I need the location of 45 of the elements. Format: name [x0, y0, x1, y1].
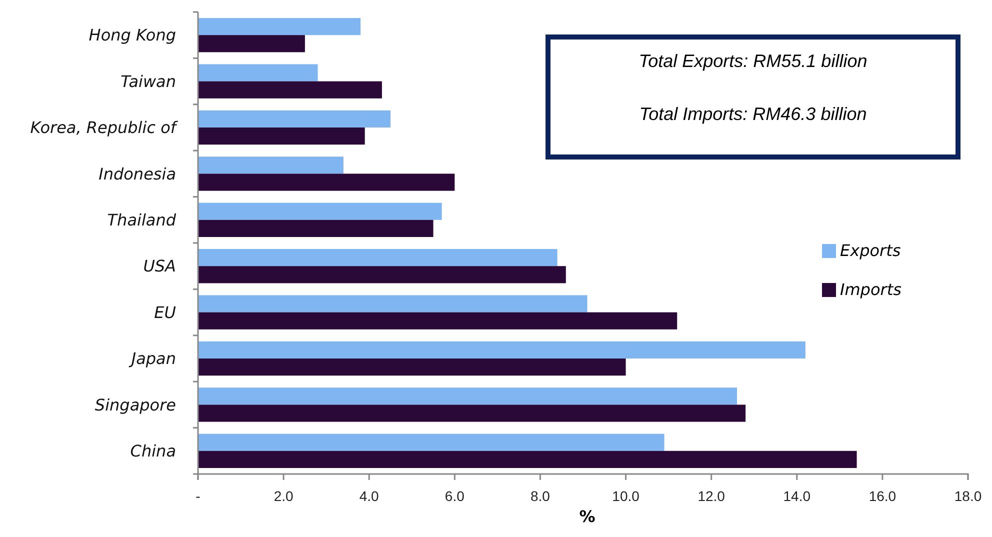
- bar: [198, 434, 664, 451]
- y-tick-label: Thailand: [107, 210, 177, 230]
- x-tick-label: 4.0: [359, 488, 380, 504]
- x-axis-title: %: [579, 507, 596, 526]
- bar: [198, 35, 305, 52]
- y-tick-label: Taiwan: [120, 72, 176, 91]
- y-tick-label: Japan: [128, 349, 176, 368]
- legend-label: Exports: [840, 241, 901, 260]
- y-tick-label: EU: [154, 302, 176, 322]
- bar: [198, 202, 442, 220]
- x-tick-label: -: [196, 488, 201, 504]
- bar: [198, 249, 558, 266]
- bar: [198, 312, 678, 330]
- x-tick-label: 6.0: [444, 488, 465, 504]
- x-tick-label: 10.0: [612, 488, 640, 504]
- legend-label: Imports: [840, 280, 902, 299]
- bar: [198, 341, 806, 358]
- y-tick-label: USA: [143, 256, 176, 276]
- x-tick-label: 8.0: [530, 488, 550, 504]
- y-tick-label: Indonesia: [98, 164, 176, 184]
- annotation: Total Imports: RM46.3 billion: [639, 104, 867, 124]
- x-tick-label: 14.0: [783, 488, 811, 504]
- y-tick-label: China: [130, 442, 176, 460]
- bar: [198, 388, 737, 405]
- bar: [198, 220, 434, 237]
- x-tick-label: 2.0: [274, 488, 294, 504]
- bar: [198, 128, 365, 145]
- bar: [198, 358, 626, 376]
- bar: [198, 110, 390, 128]
- x-tick-label: 16.0: [868, 488, 896, 504]
- bar: [198, 174, 455, 191]
- annotation: Total Exports: RM55.1 billion: [638, 51, 868, 71]
- x-tick-label: 12.0: [698, 488, 726, 504]
- bar: [198, 81, 382, 98]
- y-tick-label: Hong Kong: [88, 26, 176, 45]
- bar: [198, 295, 588, 312]
- bar: [198, 156, 344, 174]
- bar: [198, 266, 566, 284]
- bar: [198, 404, 746, 422]
- y-tick-label: Singapore: [94, 395, 176, 414]
- bar: [198, 64, 318, 82]
- bar: [198, 450, 857, 468]
- y-tick-label: Korea, Republic of: [30, 118, 178, 138]
- bar: [198, 18, 361, 36]
- x-tick-label: 18.0: [954, 488, 982, 504]
